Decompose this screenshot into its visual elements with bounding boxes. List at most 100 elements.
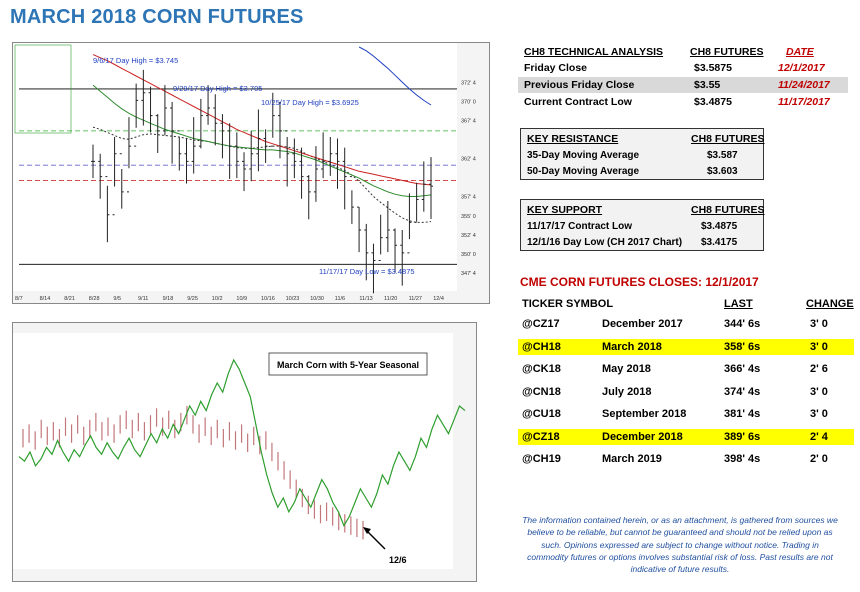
closes-cell-month: May 2018 [602, 363, 651, 375]
ta-row-value: $3.4875 [694, 96, 732, 108]
key-support-box: KEY SUPPORT CH8 FUTURES 11/17/17 Contrac… [520, 199, 765, 251]
closes-cell-month: March 2019 [602, 453, 662, 465]
x-tick-label: 8/28 [89, 296, 100, 302]
closes-cell-month: July 2018 [602, 385, 652, 398]
x-tick-label: 8/14 [40, 296, 51, 302]
x-tick-label: 10/30 [310, 296, 324, 302]
ta-row-highlight: Previous Friday Close $3.55 11/24/2017 [518, 77, 848, 93]
seasonal-line [18, 358, 466, 527]
legend-box [14, 44, 72, 134]
closes-cell-month: December 2018 [602, 430, 683, 443]
support-row-label: 11/17/17 Contract Low [527, 220, 633, 232]
ta-row-value: $3.5875 [694, 62, 732, 74]
closes-cell-last: 398' 4s [724, 453, 761, 465]
series-ma_blue [358, 46, 432, 106]
closes-header-ticker: TICKER SYMBOL [522, 298, 614, 310]
seasonal-chart-svg: March Corn with 5-Year Seasonal 12/6 [13, 323, 476, 581]
y-tick-label: 367' 4 [461, 118, 476, 124]
closes-cell-ticker: @CZ17 [522, 318, 560, 330]
x-tick-label: 10/2 [212, 296, 223, 302]
resistance-header-value: CH8 FUTURES [691, 133, 765, 145]
resistance-row-label: 35-Day Moving Average [527, 149, 640, 161]
x-tick-label: 10/9 [236, 296, 247, 302]
closes-cell-ticker: @CH18 [522, 340, 561, 353]
ta-row-value: $3.55 [694, 79, 721, 91]
closes-cell-ticker: @CH19 [522, 453, 561, 465]
candlestick-chart-svg: 372' 4 370' 0 367' 4 362' 4 357' 4 355' 0 352'… [13, 43, 489, 303]
x-tick-label: 11/20 [384, 296, 397, 302]
closes-cell-ticker: @CK18 [522, 363, 561, 375]
closes-cell-ticker: @CN18 [522, 385, 561, 398]
support-header-value: CH8 FUTURES [691, 204, 765, 216]
y-tick-label: 350' 0 [461, 252, 476, 258]
series-ma_red [92, 54, 432, 186]
arrow-line [364, 528, 386, 550]
seasonal-chart: March Corn with 5-Year Seasonal 12/6 [12, 322, 477, 582]
ta-header-label: CH8 TECHNICAL ANALYSIS [524, 46, 664, 58]
x-tick-label: 9/11 [138, 296, 148, 302]
closes-cell-last: 344' 6s [724, 318, 761, 330]
key-resistance-box: KEY RESISTANCE CH8 FUTURES 35-Day Moving… [520, 128, 765, 180]
x-tick-label: 11/13 [359, 296, 372, 302]
closes-cell-month: September 2018 [602, 408, 687, 420]
closes-row: @CZ18 December 2018 389' 6s 2' 4 [518, 428, 854, 445]
closes-cell-change: 2' 6 [810, 363, 828, 375]
x-tick-label: 10/23 [286, 296, 300, 302]
page-title: MARCH 2018 CORN FUTURES [10, 6, 304, 28]
closes-row: @CH19 March 2019 398' 4s 2' 0 [518, 451, 854, 467]
support-row-value: $3.4875 [701, 220, 738, 232]
resistance-row-label: 50-Day Moving Average [527, 165, 640, 177]
chart-title-box [268, 352, 428, 376]
x-tick-label: 11/27 [409, 296, 422, 302]
closes-cell-month: December 2017 [602, 318, 683, 330]
y-tick-label: 370' 0 [461, 99, 476, 105]
closes-cell-ticker: @CU18 [522, 408, 561, 420]
closes-cell-change: 3' 0 [810, 318, 828, 330]
ta-row-label: Current Contract Low [524, 96, 632, 108]
ta-row-date: 12/1/2017 [778, 62, 825, 74]
closes-row: @CZ17 December 2017 344' 6s 3' 0 [518, 316, 854, 332]
x-tick-label: 10/16 [261, 296, 275, 302]
y-tick-label: 347' 4 [461, 271, 476, 277]
annotation-label: 9/29/17 Day High = $3.705 [173, 84, 262, 93]
x-tick-label: 9/5 [113, 296, 121, 302]
candlestick-chart: 372' 4 370' 0 367' 4 362' 4 357' 4 355' 0 352'… [12, 42, 490, 304]
resistance-row-value: $3.587 [707, 149, 738, 161]
price-axis [453, 323, 476, 581]
chart-header-bar [13, 323, 476, 333]
x-tick-label: 9/18 [163, 296, 174, 302]
resistance-header-label: KEY RESISTANCE [527, 133, 619, 145]
annotation-label: 10/25/17 Day High = $3.6925 [261, 98, 359, 107]
closes-cell-last: 381' 4s [724, 408, 761, 420]
x-tick-label: 11/6 [335, 296, 345, 302]
time-axis [13, 569, 476, 581]
closes-row: @CK18 May 2018 366' 4s 2' 6 [518, 361, 854, 377]
y-tick-label: 362' 4 [461, 157, 476, 163]
closes-cell-change: 3' 0 [810, 408, 828, 420]
closes-cell-month: March 2018 [602, 340, 662, 353]
closes-row: @CN18 July 2018 374' 4s 3' 0 [518, 384, 854, 400]
closes-header-change: CHANGE [806, 298, 854, 310]
annotation-label: 12/6 [389, 555, 407, 565]
closes-title: CME CORN FUTURES CLOSES: 12/1/2017 [520, 275, 759, 289]
resistance-row-value: $3.603 [707, 165, 738, 177]
closes-cell-last: 358' 6s [724, 340, 761, 353]
closes-cell-change: 2' 0 [810, 453, 828, 465]
arrow-head [363, 527, 371, 534]
x-tick-label: 8/21 [64, 296, 75, 302]
closes-cell-last: 374' 4s [724, 385, 761, 398]
closes-cell-last: 366' 4s [724, 363, 761, 375]
annotation-label: 11/17/17 Day Low = $3.4875 [319, 267, 415, 276]
support-header-label: KEY SUPPORT [527, 204, 603, 216]
support-row-label: 12/1/16 Day Low (CH 2017 Chart) [527, 236, 683, 248]
support-row-value: $3.4175 [701, 236, 738, 248]
ta-row-label: Friday Close [524, 62, 588, 74]
x-tick-label: 8/7 [15, 296, 23, 302]
closes-row: @CH18 March 2018 358' 6s 3' 0 [518, 338, 854, 355]
closes-table: TICKER SYMBOL LAST CHANGE @CZ17 December … [518, 296, 854, 476]
ta-row-date: 11/24/2017 [778, 79, 830, 91]
ta-row-label: Previous Friday Close [524, 79, 635, 91]
ta-row-date: 11/17/2017 [778, 96, 830, 108]
disclaimer: The information contained herein, or as … [522, 515, 838, 575]
closes-cell-change: 2' 4 [810, 430, 828, 443]
